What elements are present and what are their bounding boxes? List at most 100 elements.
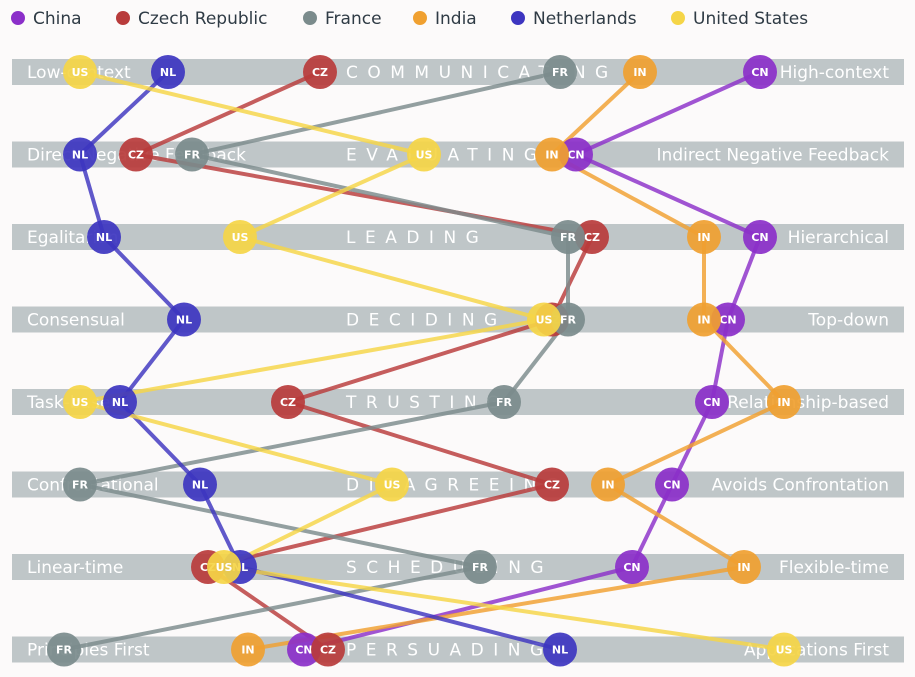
point-marker: [543, 632, 577, 667]
point-label: CZ: [280, 396, 296, 409]
legend-item-united-states[interactable]: United States: [671, 9, 808, 29]
point-china-scheduling[interactable]: CN: [615, 550, 649, 584]
point-marker: [463, 550, 497, 584]
point-india-disagreeing[interactable]: IN: [591, 467, 625, 502]
point-netherlands-leading[interactable]: NL: [87, 220, 121, 254]
point-netherlands-disagreeing[interactable]: NL: [183, 467, 217, 502]
point-label: CN: [567, 149, 584, 162]
legend-marker-netherlands: [511, 11, 525, 25]
point-france-communicating[interactable]: FR: [543, 55, 577, 89]
point-czech-republic-trusting[interactable]: CZ: [271, 385, 305, 419]
point-united-states-persuading[interactable]: US: [767, 632, 801, 667]
point-united-states-deciding[interactable]: US: [527, 302, 561, 337]
point-label: NL: [72, 149, 88, 162]
point-czech-republic-disagreeing[interactable]: CZ: [535, 467, 569, 502]
legend-item-france[interactable]: France: [303, 9, 382, 29]
point-india-deciding[interactable]: IN: [687, 302, 721, 337]
dimension-name: DECIDING: [346, 311, 507, 331]
point-china-leading[interactable]: CN: [743, 220, 777, 254]
point-france-leading[interactable]: FR: [551, 220, 585, 254]
point-netherlands-deciding[interactable]: NL: [167, 302, 201, 337]
legend: China Czech Republic France India Netherland…: [11, 9, 808, 29]
dimension-name: LEADING: [346, 228, 488, 248]
point-czech-republic-communicating[interactable]: CZ: [303, 55, 337, 89]
point-united-states-disagreeing[interactable]: US: [375, 467, 409, 502]
point-label: CN: [663, 479, 680, 492]
point-china-disagreeing[interactable]: CN: [655, 467, 689, 502]
point-czech-republic-evaluating[interactable]: CZ: [119, 137, 153, 172]
point-netherlands-persuading[interactable]: NL: [543, 632, 577, 667]
point-china-evaluating[interactable]: CN: [559, 137, 593, 172]
point-marker: [543, 55, 577, 89]
legend-item-netherlands[interactable]: Netherlands: [511, 9, 637, 29]
point-france-disagreeing[interactable]: FR: [63, 467, 97, 502]
point-india-evaluating[interactable]: IN: [535, 137, 569, 172]
point-marker: [727, 550, 761, 584]
dimension-right-label: Hierarchical: [788, 228, 889, 248]
dimension-left-label: Linear-time: [27, 558, 123, 578]
point-marker: [167, 302, 201, 337]
point-label: CN: [703, 396, 720, 409]
point-marker: [743, 55, 777, 89]
point-india-persuading[interactable]: IN: [231, 632, 265, 667]
point-india-scheduling[interactable]: IN: [727, 550, 761, 584]
point-label: IN: [697, 314, 710, 327]
point-czech-republic-leading[interactable]: CZ: [575, 220, 609, 254]
point-united-states-leading[interactable]: US: [223, 220, 257, 254]
legend-item-india[interactable]: India: [413, 9, 477, 29]
legend-item-china[interactable]: China: [11, 9, 82, 29]
point-marker: [287, 632, 321, 667]
point-netherlands-communicating[interactable]: NL: [151, 55, 185, 89]
point-france-deciding[interactable]: FR: [551, 302, 585, 337]
point-label: CZ: [128, 149, 144, 162]
point-label: NL: [112, 396, 128, 409]
point-label: US: [384, 479, 401, 492]
point-india-leading[interactable]: IN: [687, 220, 721, 254]
point-marker: [183, 467, 217, 502]
point-united-states-trusting[interactable]: US: [63, 385, 97, 419]
series-line-czech-republic: [134, 70, 594, 652]
dimension-name: TRUSTING: [345, 393, 509, 413]
series-points: CNCNCNCNCNCNCNCNCZCZCZCZCZCZCZCZFRFRFRFR…: [47, 55, 801, 667]
legend-label-india: India: [435, 9, 477, 29]
point-france-evaluating[interactable]: FR: [175, 137, 209, 172]
point-label: IN: [737, 561, 750, 574]
point-netherlands-trusting[interactable]: NL: [103, 385, 137, 419]
point-label: CZ: [584, 231, 600, 244]
point-label: CN: [623, 561, 640, 574]
point-label: CN: [295, 644, 312, 657]
point-india-trusting[interactable]: IN: [767, 385, 801, 419]
point-label: IN: [633, 66, 646, 79]
point-france-persuading[interactable]: FR: [47, 632, 81, 667]
series-line-france: [63, 70, 570, 652]
legend-item-czech-republic[interactable]: Czech Republic: [116, 9, 267, 29]
point-china-persuading[interactable]: CN: [287, 632, 321, 667]
point-united-states-communicating[interactable]: US: [63, 55, 97, 89]
point-label: NL: [160, 66, 176, 79]
point-china-trusting[interactable]: CN: [695, 385, 729, 419]
point-united-states-evaluating[interactable]: US: [407, 137, 441, 172]
point-label: FR: [496, 396, 513, 409]
point-label: NL: [96, 231, 112, 244]
point-france-trusting[interactable]: FR: [487, 385, 521, 419]
point-netherlands-evaluating[interactable]: NL: [63, 137, 97, 172]
point-marker: [375, 467, 409, 502]
point-marker: [207, 550, 241, 584]
dimension-right-label: High-context: [780, 63, 890, 83]
point-marker: [47, 632, 81, 667]
point-label: US: [232, 231, 249, 244]
point-india-communicating[interactable]: IN: [623, 55, 657, 89]
dimension-right-label: Applications First: [744, 641, 889, 661]
point-china-communicating[interactable]: CN: [743, 55, 777, 89]
point-czech-republic-persuading[interactable]: CZ: [311, 632, 345, 667]
point-united-states-scheduling[interactable]: US: [207, 550, 241, 584]
point-marker: [63, 137, 97, 172]
point-label: FR: [72, 479, 89, 492]
point-china-deciding[interactable]: CN: [711, 302, 745, 337]
point-france-scheduling[interactable]: FR: [463, 550, 497, 584]
point-label: IN: [601, 479, 614, 492]
dimension-row-scheduling: Linear-time SCHEDULING Flexible-time: [12, 554, 904, 580]
dimension-band: [12, 471, 904, 498]
point-marker: [223, 220, 257, 254]
